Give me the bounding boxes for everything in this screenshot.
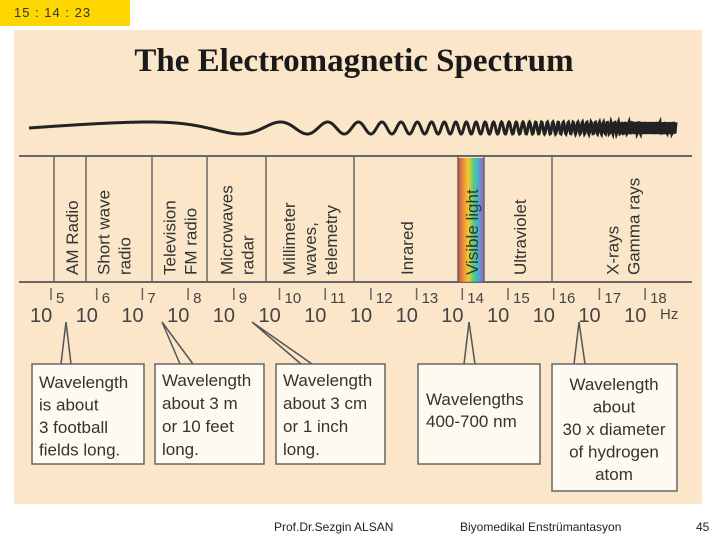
slide: The Electromagnetic Spectrum AM Radio Sho…	[14, 30, 702, 504]
callout-box	[417, 363, 541, 465]
footer-page-number: 45	[696, 520, 710, 534]
band-label: FM radio	[182, 208, 201, 275]
callout-text: about 3 m	[162, 394, 238, 413]
callout-box	[154, 363, 265, 465]
wave-icon	[28, 116, 678, 140]
callout-text: Wavelength	[569, 375, 658, 394]
callout-text: fields long.	[39, 441, 120, 460]
callout-connector	[161, 321, 194, 365]
band-label: radar	[239, 235, 258, 275]
callout-connector	[251, 321, 313, 365]
exponent-label: 8	[193, 290, 201, 307]
base-label: 10	[167, 305, 189, 327]
base-label: 10	[76, 305, 98, 327]
band-label: Inrared	[398, 221, 417, 275]
callout-connector	[573, 321, 586, 365]
base-label: 10	[396, 305, 418, 327]
callouts: Wavelength is about 3 football fields long.…	[31, 363, 678, 492]
band-label: Gamma rays	[625, 178, 644, 275]
footer-author: Prof.Dr.Sezgin ALSAN	[274, 520, 394, 534]
callout-text: Wavelength	[162, 371, 251, 390]
callout-text: atom	[595, 465, 633, 484]
band-label: Microwaves	[218, 185, 237, 275]
base-label: 10	[259, 305, 281, 327]
exponent-label: 7	[147, 290, 155, 307]
exponent-label: 6	[102, 290, 110, 307]
callout-connector	[60, 321, 72, 365]
callout-connector	[463, 321, 476, 365]
base-label: 10	[30, 305, 52, 327]
callout-text: Wavelength	[39, 373, 128, 392]
base-label: 10	[533, 305, 555, 327]
band-label: radio	[116, 237, 135, 275]
clock-display: 15 : 14 : 23	[0, 0, 130, 26]
callout-text: of hydrogen	[569, 443, 659, 462]
exponent-label: 18	[650, 290, 667, 307]
base-label: 10	[213, 305, 235, 327]
exponent-label: 5	[56, 290, 64, 307]
exponent-label: 10	[285, 290, 302, 307]
band-dividers	[53, 156, 553, 282]
callout-text: 30 x diameter	[563, 420, 666, 439]
band-label: AM Radio	[63, 200, 82, 275]
band-label: waves,	[301, 222, 320, 276]
base-label: 10	[350, 305, 372, 327]
callout-text: 3 football	[39, 418, 108, 437]
visible-light-strip	[458, 158, 484, 282]
base-label: 10	[624, 305, 646, 327]
band-label: Television	[161, 200, 180, 275]
exponent-label: 11	[330, 290, 346, 307]
callout-connectors	[60, 321, 586, 365]
exponent-label: 12	[376, 290, 393, 307]
callout-text: Wavelengths	[426, 390, 524, 409]
callout-text: about 3 cm	[283, 394, 367, 413]
base-label: 10	[578, 305, 600, 327]
callout-text: or 10 feet	[162, 417, 234, 436]
band-label: Ultraviolet	[511, 199, 530, 275]
frequency-axis: 5106107108109101010111012101310141015101…	[30, 290, 667, 327]
callout-box	[31, 363, 145, 465]
exponent-label: 16	[559, 290, 576, 307]
callout-text: Wavelength	[283, 371, 372, 390]
exponent-label: 13	[422, 290, 439, 307]
band-labels: AM Radio Short wave radio Television FM radi…	[63, 178, 644, 276]
exponent-label: 9	[239, 290, 247, 307]
callout-text: long.	[283, 440, 320, 459]
frequency-ticks	[50, 288, 646, 300]
spectrum-diagram: The Electromagnetic Spectrum AM Radio Sho…	[19, 43, 692, 492]
footer-course: Biyomedikal Enstrümantasyon	[460, 520, 622, 534]
callout-text: is about	[39, 396, 99, 415]
exponent-label: 17	[604, 290, 621, 307]
unit-label: Hz	[660, 306, 678, 323]
band-label: X-rays	[604, 226, 623, 275]
exponent-label: 15	[513, 290, 530, 307]
callout-text: 400-700 nm	[426, 412, 517, 431]
callout-text: long.	[162, 440, 199, 459]
callout-text: about	[593, 398, 636, 417]
callout-box	[551, 363, 678, 492]
band-label: telemetry	[322, 205, 341, 275]
slide-title: The Electromagnetic Spectrum	[134, 43, 573, 79]
base-label: 10	[441, 305, 463, 327]
exponent-label: 14	[467, 290, 484, 307]
callout-text: or 1 inch	[283, 417, 348, 436]
band-label: Short wave	[95, 190, 114, 275]
base-label: 10	[487, 305, 509, 327]
band-label: Millimeter	[280, 202, 299, 275]
callout-box	[275, 363, 386, 465]
base-label: 10	[304, 305, 326, 327]
band-label: Visible light	[463, 189, 482, 275]
base-label: 10	[121, 305, 143, 327]
